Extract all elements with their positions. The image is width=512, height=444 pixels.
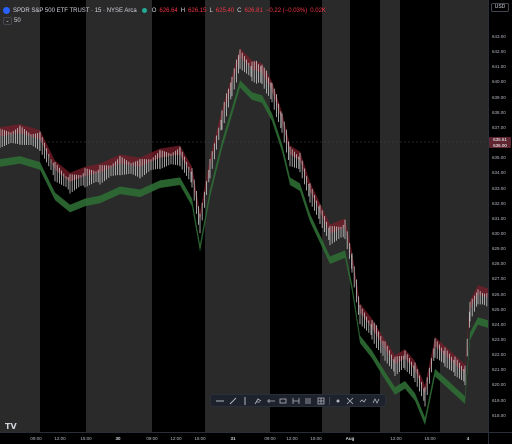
indicator-count: 50 [14,18,21,24]
ohlc-low-label: L [209,7,213,14]
pitchfork-icon[interactable] [253,396,262,405]
price-tick: 633.00 [492,185,506,191]
session-shade [86,0,152,432]
brush-icon[interactable] [333,396,342,405]
measure-icon[interactable] [346,396,355,405]
last-price-line2: 636.00 [493,142,507,148]
date-range-icon[interactable] [291,396,300,405]
chart-plot-area[interactable] [0,0,488,432]
time-tick: 09:00 [146,436,158,441]
grid-icon[interactable] [316,396,325,405]
fib-icon[interactable] [304,396,313,405]
horizontal-line-icon[interactable] [216,396,225,405]
ohlc-volume-value: 0.02K [310,7,326,14]
ohlc-low-value: 625.40 [215,7,235,14]
time-tick: 15:00 [80,436,92,441]
price-tick: 634.00 [492,170,506,176]
price-tick: 623.00 [492,337,506,342]
time-tick: 09:00 [30,436,42,441]
price-tick: 622.00 [492,352,506,358]
price-tick: 639.00 [492,94,506,100]
price-tick: 625.00 [492,306,506,312]
price-tick: 631.00 [492,215,506,221]
zoom-icon[interactable] [359,396,368,405]
ohlc-open-value: 626.64 [159,7,178,14]
price-tick: 638.00 [492,109,506,115]
ohlc-high-label: H [180,7,186,14]
price-axis[interactable]: USD 643.00 642.00 641.00 640.00 639.00 638.00… [488,0,512,432]
session-shade [322,0,350,432]
last-price-line1: 635.61 [493,137,507,142]
price-tick: 619.00 [492,397,506,403]
collapse-chevron-icon[interactable]: ⌄ [3,17,12,25]
price-tick: 635.00 [492,155,506,161]
currency-selector[interactable]: USD [491,3,509,12]
time-tick: 31 [230,436,236,441]
time-tick: 12:00 [390,436,402,441]
time-tick: 15:00 [194,436,206,441]
trend-line-icon[interactable] [228,396,237,405]
price-tick: 632.00 [492,200,506,206]
time-tick: 12:00 [54,436,66,441]
price-chart[interactable] [0,0,488,432]
price-tick: 641.00 [492,64,506,70]
price-tick: 630.00 [492,230,506,236]
time-tick: 15:00 [310,436,322,441]
price-tick: 626.00 [492,291,506,297]
price-tick: 624.00 [492,321,506,327]
session-shade [0,0,40,432]
price-tick: 627.00 [492,276,506,282]
time-tick: 12:00 [170,436,182,441]
time-axis[interactable]: 09:00 12:00 15:00 30 09:00 12:00 15:00 31 09:00 1… [0,432,488,444]
time-tick: Aug [345,436,355,441]
toolbar-divider [328,396,330,405]
market-status-icon [141,8,147,13]
price-tick: 637.00 [492,124,506,130]
last-price-label: 635.61 636.00 [489,137,511,148]
session-shade [440,0,488,432]
ohlc-high-value: 626.15 [188,7,207,14]
price-tick: 643.00 [492,34,506,39]
time-tick: 15:00 [424,436,436,441]
time-tick: 30 [115,436,121,441]
vertical-line-icon[interactable] [241,396,250,405]
ohlc-close-value: 626.81 [244,7,263,14]
drawing-toolbar[interactable] [210,394,386,407]
time-tick: 12:00 [286,436,298,441]
price-tick: 618.00 [492,412,506,418]
price-tick: 621.00 [492,367,506,373]
axis-corner[interactable] [488,432,512,444]
tradingview-logo-icon[interactable]: TV [5,422,17,431]
time-tick: 4 [466,436,470,441]
ohlc-close-label: C [237,7,242,14]
ohlc-open-label: O [151,7,157,14]
price-tick: 628.00 [492,261,506,267]
symbol-logo-icon [3,7,10,14]
price-tick: 620.00 [492,382,506,388]
session-shade [380,0,400,432]
ohlc-change-value: −0.22 (−0.03%) [265,7,308,14]
session-shade [205,0,270,432]
time-tick: 09:00 [264,436,276,441]
price-tick: 640.00 [492,79,506,85]
indicator-legend[interactable]: ⌄ 50 [3,17,21,25]
price-tick: 642.00 [492,49,506,55]
symbol-title[interactable]: SPDR S&P 500 ETF TRUST · 15 · NYSE Arca [13,7,137,14]
price-tick: 629.00 [492,246,506,252]
symbol-legend[interactable]: SPDR S&P 500 ETF TRUST · 15 · NYSE Arca … [3,5,326,16]
ray-icon[interactable] [266,396,275,405]
path-icon[interactable] [371,396,380,405]
rectangle-icon[interactable] [279,396,288,405]
